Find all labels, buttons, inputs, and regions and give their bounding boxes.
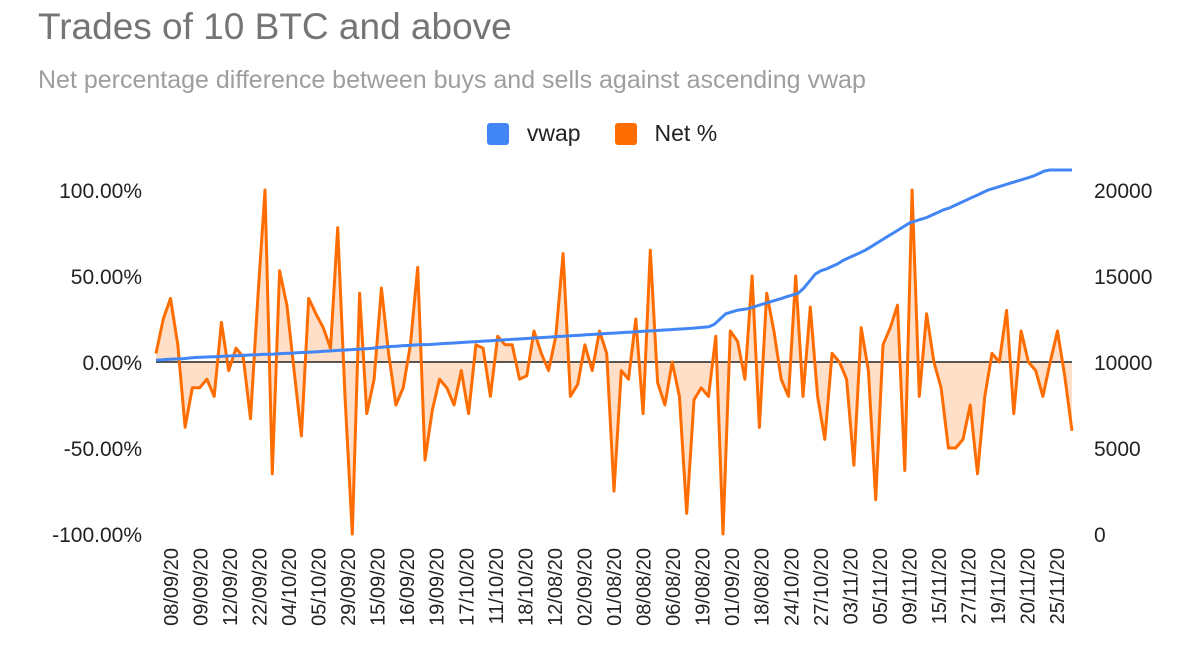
x-tick-label: 19/11/20	[988, 548, 1010, 624]
x-tick-label: 15/09/20	[368, 548, 390, 626]
legend-swatch-net	[614, 122, 637, 145]
y-right-tick-label: 0	[1094, 524, 1106, 547]
y-right-tick-label: 10000	[1094, 352, 1152, 375]
chart-title: Trades of 10 BTC and above	[38, 6, 512, 47]
legend: vwap Net %	[0, 120, 1204, 147]
vwap-line	[155, 168, 1072, 362]
y-right-tick-label: 20000	[1094, 180, 1152, 203]
legend-label-vwap: vwap	[526, 120, 581, 146]
x-tick-label: 12/08/20	[545, 548, 567, 626]
legend-item-vwap[interactable]: vwap	[486, 120, 581, 147]
y-right-tick-label: 5000	[1094, 438, 1141, 461]
x-tick-label: 11/10/20	[486, 548, 508, 624]
y-left-tick-label: -100.00%	[52, 524, 142, 547]
x-tick-label: 03/11/20	[840, 548, 862, 624]
x-tick-label: 08/08/20	[634, 548, 656, 626]
chart-subtitle: Net percentage difference between buys a…	[38, 66, 866, 94]
x-tick-label: 12/09/20	[220, 548, 242, 626]
y-left-tick-label: -50.00%	[64, 438, 142, 461]
x-tick-label: 09/09/20	[190, 548, 212, 626]
x-tick-label: 09/11/20	[899, 548, 921, 624]
x-tick-label: 08/09/20	[161, 548, 183, 626]
x-tick-label: 27/11/20	[959, 548, 981, 624]
legend-item-net[interactable]: Net %	[614, 120, 718, 147]
x-tick-label: 05/10/20	[309, 548, 331, 626]
x-tick-label: 24/10/20	[781, 548, 803, 626]
x-tick-label: 15/11/20	[929, 548, 951, 624]
y-right-tick-label: 15000	[1094, 266, 1152, 289]
net-line	[154, 188, 1074, 536]
x-tick-label: 20/11/20	[1018, 548, 1040, 624]
x-tick-label: 27/10/20	[811, 548, 833, 626]
x-tick-label: 17/10/20	[456, 548, 478, 626]
x-tick-label: 18/10/20	[515, 548, 537, 626]
x-tick-label: 06/08/20	[663, 548, 685, 626]
legend-swatch-vwap	[486, 122, 509, 145]
x-tick-label: 19/08/20	[693, 548, 715, 626]
x-tick-label: 25/11/20	[1047, 548, 1069, 624]
x-tick-label: 18/08/20	[752, 548, 774, 626]
x-tick-label: 01/08/20	[604, 548, 626, 626]
x-tick-label: 02/09/20	[574, 548, 596, 626]
x-tick-label: 04/10/20	[279, 548, 301, 626]
y-left-tick-label: 0.00%	[82, 352, 142, 375]
y-left-tick-label: 100.00%	[59, 180, 142, 203]
x-tick-label: 19/09/20	[427, 548, 449, 626]
legend-label-net: Net %	[654, 120, 718, 146]
x-tick-label: 01/09/20	[722, 548, 744, 626]
y-left-tick-label: 50.00%	[71, 266, 142, 289]
x-tick-label: 29/09/20	[338, 548, 360, 626]
x-tick-label: 22/09/20	[249, 548, 271, 626]
x-tick-label: 16/09/20	[397, 548, 419, 626]
x-tick-label: 05/11/20	[870, 548, 892, 624]
